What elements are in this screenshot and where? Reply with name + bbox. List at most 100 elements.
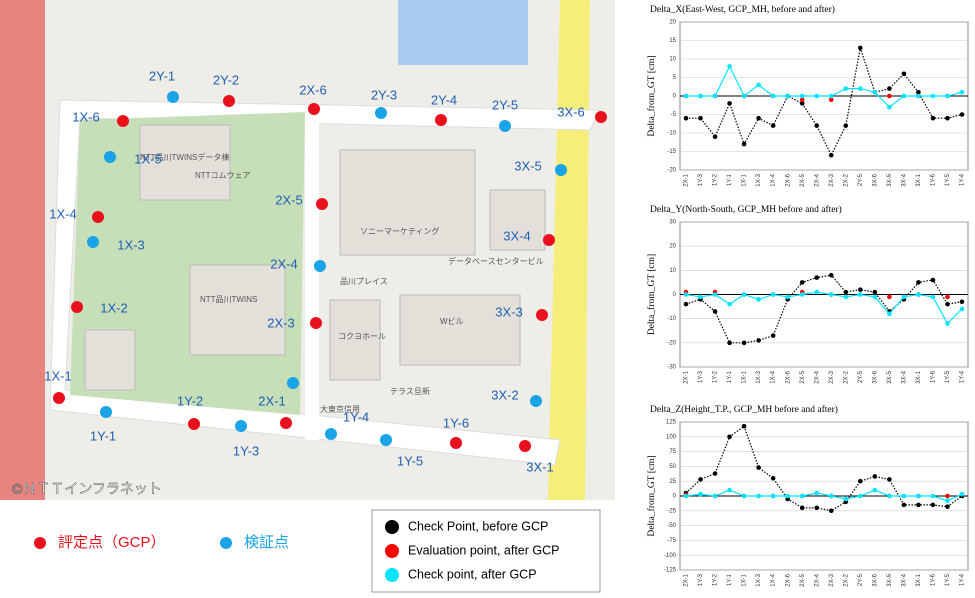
data-point bbox=[858, 45, 863, 51]
map-point bbox=[536, 309, 548, 321]
y-tick-label: -10 bbox=[667, 131, 676, 137]
x-tick-label: 1Y-1 bbox=[727, 370, 733, 383]
x-tick-label: 2X-1 bbox=[684, 370, 690, 383]
data-point bbox=[916, 90, 921, 95]
point-label: 2Y-1 bbox=[149, 68, 175, 83]
map-point bbox=[555, 164, 567, 176]
chart-title: Delta_X(East-West, GCP_MH, before and af… bbox=[650, 4, 835, 15]
data-point bbox=[814, 93, 820, 99]
x-tick-label: 3X-4 bbox=[901, 173, 907, 186]
data-point bbox=[828, 272, 834, 278]
data-point bbox=[698, 294, 703, 300]
data-point bbox=[872, 474, 878, 479]
data-point bbox=[872, 289, 878, 295]
x-tick-label: 2X-1 bbox=[684, 173, 690, 186]
y-tick-label: -50 bbox=[667, 523, 676, 529]
data-point bbox=[872, 294, 878, 300]
point-label: 3X-2 bbox=[491, 387, 518, 402]
series-line bbox=[685, 274, 963, 344]
point-label: 2Y-4 bbox=[431, 92, 457, 107]
point-label: 1X-4 bbox=[49, 206, 76, 221]
road bbox=[305, 110, 319, 440]
x-tick-label: 1Y-1 bbox=[727, 573, 733, 586]
place-label: テラス旦新 bbox=[390, 386, 430, 396]
building bbox=[399, 294, 521, 366]
x-tick-label: 2X-6 bbox=[785, 173, 791, 186]
x-tick-label: 3X-1 bbox=[916, 370, 922, 383]
map-point bbox=[280, 417, 292, 429]
point-label: 1X-1 bbox=[44, 368, 71, 383]
map-point bbox=[100, 406, 112, 418]
data-point bbox=[901, 502, 907, 508]
data-point bbox=[945, 498, 950, 504]
map-point bbox=[53, 392, 65, 404]
y-tick-label: 100 bbox=[666, 434, 677, 440]
data-point bbox=[683, 292, 689, 297]
x-tick-label: 3X-5 bbox=[887, 573, 893, 586]
x-tick-label: 1X-1 bbox=[742, 370, 748, 383]
y-tick-label: -25 bbox=[667, 508, 676, 514]
data-point bbox=[683, 115, 689, 121]
railway bbox=[0, 0, 45, 500]
point-label: 1Y-4 bbox=[343, 409, 369, 424]
y-tick-label: 50 bbox=[669, 464, 676, 470]
data-point bbox=[858, 493, 863, 499]
x-tick-label: 3X-6 bbox=[872, 573, 878, 586]
map-point bbox=[543, 234, 555, 246]
x-tick-label: 1Y-6 bbox=[931, 573, 937, 586]
x-tick-label: 3X-4 bbox=[901, 573, 907, 586]
x-tick-label: 1Y-4 bbox=[960, 173, 966, 186]
point-label: 1Y-1 bbox=[90, 428, 116, 443]
x-tick-label: 1Y-5 bbox=[945, 173, 951, 186]
y-tick-label: 10 bbox=[669, 268, 676, 274]
map-point bbox=[375, 107, 387, 119]
x-tick-label: 2X-4 bbox=[814, 573, 820, 586]
data-point bbox=[770, 475, 776, 481]
building bbox=[339, 149, 476, 256]
data-point bbox=[756, 338, 761, 343]
data-point bbox=[727, 434, 732, 440]
x-tick-label: 1X-4 bbox=[771, 173, 777, 186]
x-tick-label: 2X-2 bbox=[843, 573, 849, 586]
legend-marker bbox=[385, 568, 399, 582]
x-tick-label: 2X-2 bbox=[843, 370, 849, 383]
legend-dot bbox=[220, 537, 232, 549]
data-point bbox=[741, 93, 747, 99]
data-point bbox=[828, 152, 834, 158]
x-tick-label: 2X-6 bbox=[785, 370, 791, 383]
x-tick-label: 1Y-6 bbox=[931, 173, 937, 186]
point-label: 1X-2 bbox=[100, 300, 127, 315]
x-tick-label: 1Y-4 bbox=[960, 370, 966, 383]
place-label: NTT品川TWINS bbox=[200, 295, 257, 304]
point-label: 3X-5 bbox=[514, 158, 541, 173]
x-tick-label: 1X-4 bbox=[771, 573, 777, 586]
y-tick-label: -100 bbox=[664, 553, 677, 559]
x-tick-label: 1Y-4 bbox=[960, 573, 966, 586]
data-point bbox=[887, 493, 892, 499]
x-tick-label: 1X-4 bbox=[771, 370, 777, 383]
place-label: NTTコムウェア bbox=[195, 171, 251, 180]
map-point bbox=[530, 395, 542, 407]
data-point bbox=[916, 280, 921, 285]
place-label: Wビル bbox=[440, 317, 464, 326]
point-label: 2X-5 bbox=[275, 192, 302, 207]
data-point bbox=[959, 491, 965, 497]
data-point bbox=[916, 292, 921, 297]
data-point bbox=[887, 311, 892, 317]
chart-title: Delta_Y(North-South, GCP_MH before and a… bbox=[650, 204, 842, 215]
x-tick-label: 3X-6 bbox=[872, 370, 878, 383]
x-tick-label: 3X-1 bbox=[916, 173, 922, 186]
data-point bbox=[930, 493, 936, 499]
point-label: 3X-3 bbox=[495, 304, 522, 319]
x-tick-label: 2X-2 bbox=[843, 173, 849, 186]
legend-label: Check point, after GCP bbox=[408, 567, 537, 581]
data-point bbox=[945, 493, 950, 499]
x-tick-label: 1Y-2 bbox=[713, 370, 719, 383]
x-tick-label: 1Y-5 bbox=[945, 370, 951, 383]
map-point bbox=[92, 211, 104, 223]
data-point bbox=[683, 493, 689, 499]
x-tick-label: 2X-1 bbox=[684, 573, 690, 586]
data-point bbox=[916, 502, 921, 508]
x-tick-label: 2X-4 bbox=[814, 173, 820, 186]
y-tick-label: -75 bbox=[667, 538, 676, 544]
